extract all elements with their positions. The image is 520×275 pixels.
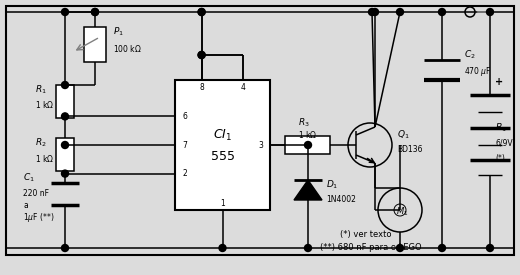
Text: BD136: BD136	[397, 145, 422, 155]
Bar	[56, 85, 74, 118]
Circle shape	[198, 51, 205, 59]
Text: 4: 4	[241, 84, 246, 92]
Text: (**) 680 nF para o LEGO: (**) 680 nF para o LEGO	[320, 243, 422, 252]
Text: 6: 6	[183, 112, 187, 121]
Circle shape	[92, 9, 98, 15]
Text: $M_1$: $M_1$	[396, 206, 408, 218]
Circle shape	[219, 244, 226, 252]
Circle shape	[198, 51, 205, 59]
Circle shape	[92, 9, 98, 15]
Polygon shape	[294, 180, 322, 200]
Circle shape	[371, 9, 379, 15]
Circle shape	[305, 142, 311, 148]
Text: 555: 555	[211, 150, 235, 164]
Circle shape	[61, 170, 69, 177]
Text: (*): (*)	[495, 153, 505, 163]
Text: 1 k$\Omega$: 1 k$\Omega$	[297, 130, 317, 141]
Circle shape	[397, 9, 404, 15]
Text: 1$\mu$F (**): 1$\mu$F (**)	[23, 210, 55, 224]
Circle shape	[438, 244, 446, 252]
Text: +: +	[495, 77, 503, 87]
Circle shape	[397, 244, 404, 252]
Bar	[56, 138, 74, 171]
Circle shape	[198, 9, 205, 15]
Text: 1 k$\Omega$: 1 k$\Omega$	[35, 100, 54, 111]
Circle shape	[61, 81, 69, 89]
Circle shape	[487, 244, 493, 252]
Bar	[84, 27, 106, 62]
Text: $R_3$: $R_3$	[297, 117, 309, 129]
Text: $C_1$: $C_1$	[23, 172, 35, 184]
Text: 1 k$\Omega$: 1 k$\Omega$	[35, 153, 54, 164]
Text: $P_1$: $P_1$	[113, 26, 124, 38]
Text: 7: 7	[183, 141, 187, 150]
Circle shape	[61, 113, 69, 120]
Text: 220 nF: 220 nF	[23, 188, 49, 197]
Text: $B_1$: $B_1$	[495, 122, 506, 134]
Text: 3: 3	[258, 141, 264, 150]
Text: 1: 1	[220, 199, 225, 208]
Text: $CI_1$: $CI_1$	[213, 127, 232, 142]
Text: 100 k$\Omega$: 100 k$\Omega$	[113, 43, 142, 54]
Text: $R_1$: $R_1$	[35, 84, 47, 96]
Circle shape	[369, 9, 375, 15]
Text: $C_2$: $C_2$	[464, 49, 476, 61]
Circle shape	[61, 244, 69, 252]
Circle shape	[61, 9, 69, 15]
Bar	[175, 80, 270, 210]
Text: $Q_1$: $Q_1$	[397, 129, 410, 141]
Circle shape	[198, 9, 205, 15]
Text: a: a	[23, 200, 28, 210]
Text: 470 $\mu$F: 470 $\mu$F	[464, 65, 492, 78]
Circle shape	[487, 9, 493, 15]
Text: 6/9V: 6/9V	[495, 139, 513, 147]
Text: 8: 8	[199, 84, 204, 92]
Text: (*) ver texto: (*) ver texto	[340, 230, 392, 240]
Text: $D_1$: $D_1$	[326, 179, 339, 191]
Text: $R_2$: $R_2$	[35, 137, 47, 149]
Circle shape	[61, 142, 69, 148]
Circle shape	[438, 9, 446, 15]
Circle shape	[305, 244, 311, 252]
Text: 1N4002: 1N4002	[326, 196, 356, 205]
Bar	[285, 136, 330, 154]
Text: 2: 2	[183, 169, 187, 178]
